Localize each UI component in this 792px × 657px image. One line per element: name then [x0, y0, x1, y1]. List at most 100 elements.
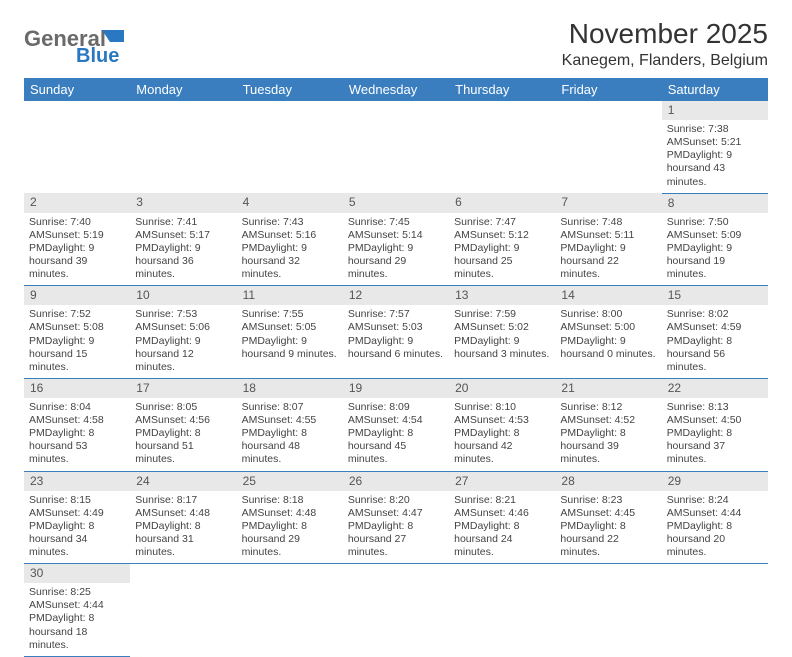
day-number-cell: 23	[24, 471, 130, 491]
daynum-row: 9101112131415	[24, 286, 768, 306]
day-cell	[130, 120, 236, 193]
logo-word2: Blue	[76, 45, 119, 64]
week-row: Sunrise: 8:15 AMSunset: 4:49 PMDaylight:…	[24, 491, 768, 564]
day-number-cell	[237, 564, 343, 584]
day-number-cell	[449, 101, 555, 120]
day-cell	[237, 583, 343, 656]
day-number-cell	[555, 101, 661, 120]
day-number-cell: 13	[449, 286, 555, 306]
day-cell: Sunrise: 7:47 AMSunset: 5:12 PMDaylight:…	[449, 213, 555, 286]
day-cell: Sunrise: 8:04 AMSunset: 4:58 PMDaylight:…	[24, 398, 130, 471]
day-number-cell: 18	[237, 378, 343, 398]
day-header: Wednesday	[343, 78, 449, 101]
calendar-header: SundayMondayTuesdayWednesdayThursdayFrid…	[24, 78, 768, 101]
week-row: Sunrise: 8:25 AMSunset: 4:44 PMDaylight:…	[24, 583, 768, 656]
day-number-cell	[24, 101, 130, 120]
day-number-cell: 14	[555, 286, 661, 306]
logo: General Blue	[24, 24, 144, 64]
day-cell: Sunrise: 8:24 AMSunset: 4:44 PMDaylight:…	[662, 491, 768, 564]
day-number-cell: 9	[24, 286, 130, 306]
daynum-row: 1	[24, 101, 768, 120]
day-number-cell: 6	[449, 193, 555, 213]
daylight-line2: and 0 minutes.	[587, 348, 656, 360]
day-number-cell	[237, 101, 343, 120]
location: Kanegem, Flanders, Belgium	[562, 52, 768, 70]
day-number-cell: 4	[237, 193, 343, 213]
day-header: Monday	[130, 78, 236, 101]
day-cell: Sunrise: 8:02 AMSunset: 4:59 PMDaylight:…	[662, 305, 768, 378]
day-cell	[343, 120, 449, 193]
day-number-cell: 16	[24, 378, 130, 398]
header: General Blue November 2025 Kanegem, Flan…	[24, 18, 768, 70]
calendar-table: SundayMondayTuesdayWednesdayThursdayFrid…	[24, 78, 768, 657]
day-cell	[343, 583, 449, 656]
day-cell: Sunrise: 8:20 AMSunset: 4:47 PMDaylight:…	[343, 491, 449, 564]
day-number-cell	[662, 564, 768, 584]
day-cell: Sunrise: 8:21 AMSunset: 4:46 PMDaylight:…	[449, 491, 555, 564]
day-cell: Sunrise: 8:25 AMSunset: 4:44 PMDaylight:…	[24, 583, 130, 656]
week-row: Sunrise: 7:40 AMSunset: 5:19 PMDaylight:…	[24, 213, 768, 286]
daylight-line2: and 9 minutes.	[268, 348, 337, 360]
day-cell: Sunrise: 8:17 AMSunset: 4:48 PMDaylight:…	[130, 491, 236, 564]
day-cell	[449, 120, 555, 193]
day-number-cell: 5	[343, 193, 449, 213]
day-cell: Sunrise: 7:50 AMSunset: 5:09 PMDaylight:…	[662, 213, 768, 286]
daylight-line2: and 6 minutes.	[374, 348, 443, 360]
day-cell: Sunrise: 7:40 AMSunset: 5:19 PMDaylight:…	[24, 213, 130, 286]
day-cell: Sunrise: 7:57 AMSunset: 5:03 PMDaylight:…	[343, 305, 449, 378]
day-cell: Sunrise: 8:05 AMSunset: 4:56 PMDaylight:…	[130, 398, 236, 471]
day-number-cell: 15	[662, 286, 768, 306]
day-header: Tuesday	[237, 78, 343, 101]
day-cell	[555, 583, 661, 656]
day-cell: Sunrise: 8:10 AMSunset: 4:53 PMDaylight:…	[449, 398, 555, 471]
daylight-line2: and 3 minutes.	[480, 348, 549, 360]
day-cell	[237, 120, 343, 193]
day-cell: Sunrise: 7:43 AMSunset: 5:16 PMDaylight:…	[237, 213, 343, 286]
day-cell	[130, 583, 236, 656]
day-cell	[555, 120, 661, 193]
day-cell: Sunrise: 8:07 AMSunset: 4:55 PMDaylight:…	[237, 398, 343, 471]
day-cell	[24, 120, 130, 193]
day-number-cell: 25	[237, 471, 343, 491]
day-cell: Sunrise: 8:18 AMSunset: 4:48 PMDaylight:…	[237, 491, 343, 564]
day-cell: Sunrise: 7:41 AMSunset: 5:17 PMDaylight:…	[130, 213, 236, 286]
day-cell: Sunrise: 7:59 AMSunset: 5:02 PMDaylight:…	[449, 305, 555, 378]
day-number-cell: 2	[24, 193, 130, 213]
day-number-cell: 8	[662, 193, 768, 213]
day-cell: Sunrise: 7:38 AMSunset: 5:21 PMDaylight:…	[662, 120, 768, 193]
day-cell: Sunrise: 8:13 AMSunset: 4:50 PMDaylight:…	[662, 398, 768, 471]
day-cell: Sunrise: 7:52 AMSunset: 5:08 PMDaylight:…	[24, 305, 130, 378]
day-number-cell: 1	[662, 101, 768, 120]
day-number-cell: 17	[130, 378, 236, 398]
month-title: November 2025	[562, 18, 768, 50]
day-number-cell: 29	[662, 471, 768, 491]
week-row: Sunrise: 8:04 AMSunset: 4:58 PMDaylight:…	[24, 398, 768, 471]
day-cell: Sunrise: 8:23 AMSunset: 4:45 PMDaylight:…	[555, 491, 661, 564]
day-number-cell	[130, 564, 236, 584]
day-number-cell: 20	[449, 378, 555, 398]
week-row: Sunrise: 7:52 AMSunset: 5:08 PMDaylight:…	[24, 305, 768, 378]
day-number-cell: 28	[555, 471, 661, 491]
day-number-cell: 7	[555, 193, 661, 213]
day-number-cell	[130, 101, 236, 120]
day-number-cell	[343, 101, 449, 120]
day-header: Sunday	[24, 78, 130, 101]
day-cell: Sunrise: 8:09 AMSunset: 4:54 PMDaylight:…	[343, 398, 449, 471]
day-cell	[662, 583, 768, 656]
day-header: Thursday	[449, 78, 555, 101]
logo-icon: General Blue	[24, 24, 144, 64]
day-cell: Sunrise: 8:15 AMSunset: 4:49 PMDaylight:…	[24, 491, 130, 564]
day-number-cell	[343, 564, 449, 584]
daynum-row: 23242526272829	[24, 471, 768, 491]
day-number-cell: 22	[662, 378, 768, 398]
day-number-cell: 3	[130, 193, 236, 213]
daynum-row: 2345678	[24, 193, 768, 213]
day-number-cell: 26	[343, 471, 449, 491]
day-cell: Sunrise: 8:00 AMSunset: 5:00 PMDaylight:…	[555, 305, 661, 378]
daynum-row: 30	[24, 564, 768, 584]
day-cell: Sunrise: 7:55 AMSunset: 5:05 PMDaylight:…	[237, 305, 343, 378]
day-number-cell: 10	[130, 286, 236, 306]
day-header: Friday	[555, 78, 661, 101]
day-number-cell: 12	[343, 286, 449, 306]
day-cell: Sunrise: 7:48 AMSunset: 5:11 PMDaylight:…	[555, 213, 661, 286]
